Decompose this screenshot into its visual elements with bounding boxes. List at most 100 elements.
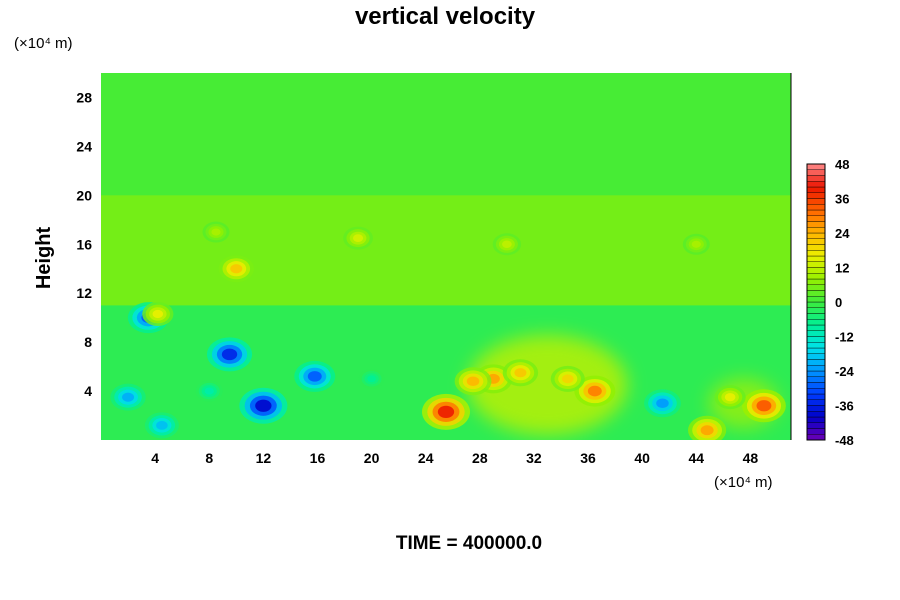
colorbar-segment <box>806 181 826 188</box>
x-tick-labels: 4 8 12 16 20 24 28 32 36 40 44 48 <box>151 450 758 466</box>
colorbar-segment <box>806 250 826 257</box>
field-feature-contour <box>221 348 238 361</box>
field-feature-14 <box>644 389 681 418</box>
field-feature-contour <box>466 376 480 387</box>
chart-title: vertical velocity <box>355 3 536 30</box>
y-tick-labels: 4 8 12 16 20 24 28 <box>76 89 92 399</box>
field-feature-16 <box>142 301 174 326</box>
colorbar-segment <box>806 365 826 372</box>
colorbar-segment <box>806 382 826 389</box>
upper-layer-band <box>101 73 791 196</box>
colorbar-tick-label: -24 <box>835 364 855 379</box>
colorbar-segment <box>806 261 826 268</box>
colorbar-segment <box>806 232 826 239</box>
colorbar-segment <box>806 428 826 435</box>
field-feature-contour <box>691 240 701 248</box>
colorbar-tick-label: 24 <box>835 226 850 241</box>
y-tick-label: 12 <box>76 285 92 301</box>
y-tick-label: 8 <box>84 334 92 350</box>
colorbar-segment <box>806 434 826 441</box>
x-tick-label: 24 <box>418 450 434 466</box>
field-feature-contour <box>152 309 164 319</box>
colorbar-segment <box>806 359 826 366</box>
colorbar-segment <box>806 422 826 429</box>
colorbar-segment <box>806 336 826 343</box>
turbulent-layer-band <box>101 195 791 306</box>
colorbar-segment <box>806 198 826 205</box>
x-tick-label: 12 <box>256 450 272 466</box>
colorbar-segment <box>806 209 826 216</box>
colorbar-segment <box>806 267 826 274</box>
field-feature-3 <box>502 359 539 387</box>
colorbar-tick-label: -36 <box>835 399 854 414</box>
field-feature-20 <box>492 233 522 256</box>
warm-region-glow <box>467 334 628 435</box>
colorbar-segment <box>806 186 826 193</box>
colorbar-segment <box>806 290 826 297</box>
x-tick-label: 20 <box>364 450 380 466</box>
x-tick-label: 16 <box>310 450 326 466</box>
field-feature-contour <box>514 368 527 378</box>
colorbar-segment <box>806 296 826 303</box>
colorbar-segment <box>806 370 826 377</box>
x-tick-label: 4 <box>151 450 159 466</box>
colorbar: 48 36 24 12 0 -12 -24 -36 -48 <box>806 157 855 448</box>
field-feature-contour <box>156 420 168 430</box>
colorbar-segment <box>806 163 826 170</box>
field-feature-contour <box>352 234 364 243</box>
colorbar-segment <box>806 324 826 331</box>
field-feature-contour <box>307 371 322 382</box>
colorbar-segment <box>806 278 826 285</box>
field-feature-contour <box>230 264 243 274</box>
colorbar-segment <box>806 342 826 349</box>
colorbar-segment <box>806 313 826 320</box>
colorbar-segment <box>806 388 826 395</box>
x-tick-label: 8 <box>205 450 213 466</box>
colorbar-segment <box>806 319 826 326</box>
y-unit-label: (×10⁴ m) <box>14 35 73 52</box>
colorbar-segment <box>806 416 826 423</box>
colorbar-segment <box>806 353 826 360</box>
colorbar-segment <box>806 347 826 354</box>
x-unit-label: (×10⁴ m) <box>714 474 773 491</box>
time-label: TIME = 400000.0 <box>396 533 542 554</box>
colorbar-tick-label: -12 <box>835 330 854 345</box>
field-feature-19 <box>202 221 230 243</box>
field-feature-contour <box>700 425 714 436</box>
colorbar-tick-label: 12 <box>835 261 849 276</box>
y-tick-label: 4 <box>84 383 92 399</box>
colorbar-segment <box>806 411 826 418</box>
x-tick-label: 48 <box>743 450 759 466</box>
field-feature-10 <box>206 337 253 372</box>
colorbar-frame <box>806 163 826 441</box>
colorbar-segment <box>806 215 826 222</box>
colorbar-segment <box>806 221 826 228</box>
colorbar-segment <box>806 399 826 406</box>
field-feature-12 <box>110 383 146 411</box>
colorbar-segment <box>806 284 826 291</box>
colorbar-segment <box>806 301 826 308</box>
field-feature-2 <box>454 367 492 396</box>
colorbar-tick-label: 48 <box>835 157 849 172</box>
field-feature-0 <box>422 393 470 430</box>
colorbar-segment <box>806 273 826 280</box>
feature-blobs <box>110 221 786 440</box>
y-tick-label: 24 <box>76 138 92 154</box>
colorbar-segment <box>806 393 826 400</box>
field-feature-contour <box>367 375 376 383</box>
colorbar-segment <box>806 204 826 211</box>
x-tick-label: 44 <box>689 450 705 466</box>
x-tick-label: 36 <box>580 450 596 466</box>
y-tick-label: 16 <box>76 236 92 252</box>
colorbar-segment <box>806 227 826 234</box>
field-feature-8 <box>688 415 727 440</box>
colorbar-segment <box>806 238 826 245</box>
colorbar-segment <box>806 330 826 337</box>
colorbar-segment <box>806 192 826 199</box>
y-axis-label: Height <box>33 227 55 290</box>
field-feature-contour <box>561 374 574 384</box>
field-feature-contour <box>211 228 221 236</box>
colorbar-segment <box>806 255 826 262</box>
field-feature-contour <box>656 398 669 409</box>
field-feature-contour <box>255 399 272 412</box>
